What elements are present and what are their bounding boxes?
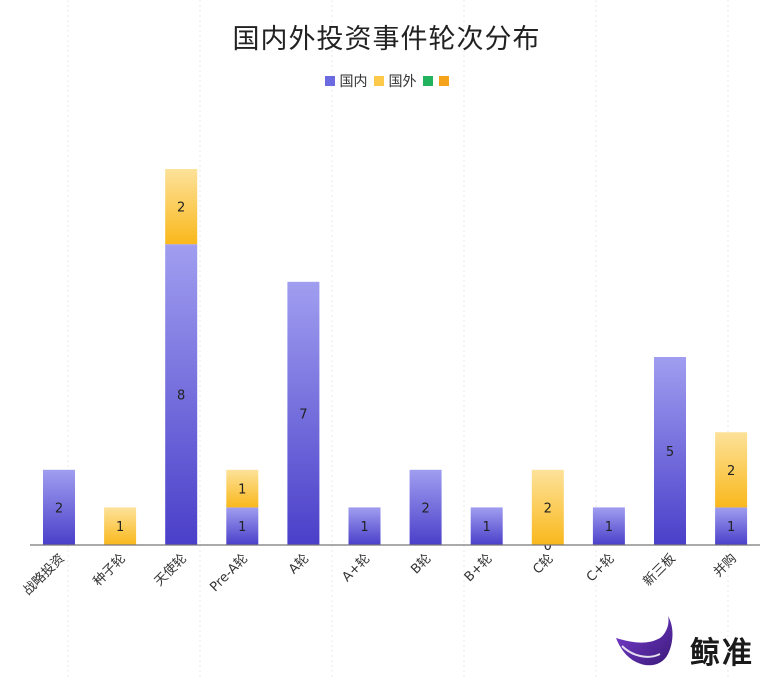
bar-segment <box>715 507 748 545</box>
data-label: 1 <box>605 520 613 535</box>
data-label: 2 <box>55 501 63 516</box>
x-tick-label: 并购 <box>710 551 740 581</box>
bar-segment <box>531 469 564 545</box>
chart-legend: 国内 国外 <box>0 71 773 91</box>
data-label: 8 <box>177 389 185 404</box>
bar-segment <box>226 469 259 508</box>
legend-item: 国内 <box>324 71 368 91</box>
legend-label: 国外 <box>388 74 417 90</box>
bar-segment <box>715 432 748 508</box>
bar-segment <box>165 169 198 245</box>
x-tick-label: 种子轮 <box>91 551 129 589</box>
data-label: 1 <box>727 520 735 535</box>
watermark-brand: 鲸准 <box>690 636 754 671</box>
x-tick-label: 战略投资 <box>20 551 68 599</box>
data-label: 1 <box>238 483 246 498</box>
x-tick-label: C轮 <box>530 551 556 577</box>
bar-segment <box>165 244 198 545</box>
legend-item: 国外 <box>373 71 417 91</box>
x-tick-label: A轮 <box>286 551 312 577</box>
legend-swatch <box>422 76 433 86</box>
data-label: 7 <box>299 407 307 422</box>
legend-item <box>422 76 433 86</box>
x-tick-label: C+轮 <box>584 551 618 585</box>
bar-segment <box>654 357 686 545</box>
legend-label: 国内 <box>339 74 368 90</box>
bar-segment <box>104 507 137 545</box>
x-tick-label: B+轮 <box>462 551 496 585</box>
bar-segment <box>470 507 503 545</box>
x-tick-label: A+轮 <box>340 551 374 585</box>
data-label: 5 <box>666 445 674 460</box>
data-label: 1 <box>360 520 368 535</box>
legend-swatch <box>438 76 449 86</box>
data-label: 1 <box>116 520 124 535</box>
legend-item <box>438 76 449 86</box>
whale-logo-icon <box>616 616 673 666</box>
bar-segment <box>287 281 320 545</box>
data-label: 2 <box>421 501 429 516</box>
legend-swatch <box>324 76 335 86</box>
bar-segment <box>592 507 625 545</box>
data-label: 0 <box>544 539 552 554</box>
bar-segment <box>226 507 259 545</box>
bar-segment <box>348 507 381 545</box>
data-label: 2 <box>727 464 735 479</box>
legend-swatch <box>373 76 384 86</box>
data-label: 2 <box>544 501 552 516</box>
chart-title: 国内外投资事件轮次分布 <box>232 24 541 55</box>
data-label: 1 <box>483 520 491 535</box>
bar-segment <box>409 469 442 545</box>
data-label: 1 <box>238 520 246 535</box>
x-tick-label: 天使轮 <box>151 551 190 590</box>
data-label: 2 <box>177 201 185 216</box>
x-tick-label: B轮 <box>408 551 434 577</box>
x-tick-label: 新三板 <box>640 551 679 590</box>
x-tick-label: Pre-A轮 <box>207 551 251 595</box>
bar-segment <box>43 469 75 545</box>
